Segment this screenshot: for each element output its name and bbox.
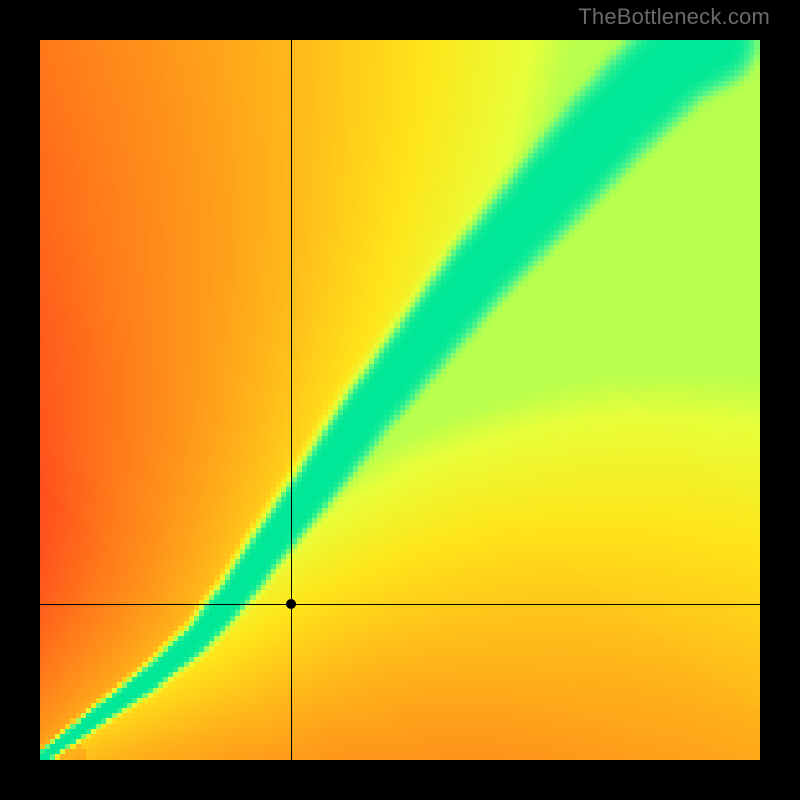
crosshair-horizontal bbox=[40, 604, 760, 605]
crosshair-marker bbox=[286, 599, 296, 609]
plot-area bbox=[40, 40, 760, 760]
heatmap-canvas bbox=[40, 40, 760, 760]
watermark-text: TheBottleneck.com bbox=[578, 4, 770, 30]
crosshair-vertical bbox=[291, 40, 292, 760]
